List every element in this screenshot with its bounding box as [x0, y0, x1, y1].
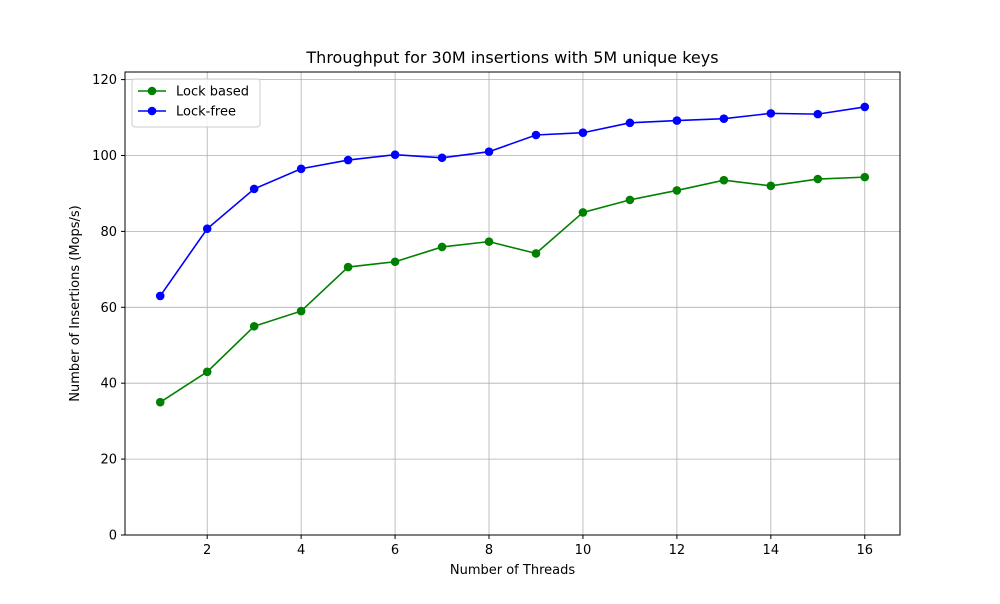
data-point — [202, 367, 212, 377]
y-tick-label: 20 — [100, 453, 117, 468]
y-tick-label: 80 — [100, 225, 117, 240]
series-lock-based — [155, 172, 870, 407]
legend-marker — [147, 86, 157, 96]
y-tick-label: 120 — [92, 73, 117, 88]
data-point — [766, 109, 776, 118]
data-point — [578, 128, 588, 138]
data-point — [860, 172, 870, 182]
data-point — [860, 102, 870, 112]
data-point — [390, 150, 400, 160]
y-tick-label: 0 — [109, 529, 117, 544]
legend-item: Lock based — [138, 85, 249, 100]
x-tick-label: 12 — [669, 543, 686, 558]
x-tick-label: 2 — [203, 543, 211, 558]
data-point — [390, 257, 400, 267]
data-point — [249, 321, 259, 331]
legend-label: Lock-free — [176, 105, 236, 120]
x-tick-label: 10 — [575, 543, 592, 558]
legend: Lock based Lock-free — [131, 78, 261, 128]
x-tick-label: 14 — [763, 543, 780, 558]
data-point — [155, 291, 165, 301]
legend-marker — [147, 106, 157, 116]
plot-frame — [124, 71, 901, 536]
x-axis-label: Number of Threads — [450, 563, 575, 578]
data-point — [155, 397, 165, 407]
x-tick-label: 8 — [485, 543, 493, 558]
legend-item: Lock-free — [138, 105, 236, 120]
data-point — [766, 181, 776, 191]
data-point — [296, 306, 306, 316]
data-point — [202, 224, 212, 234]
data-point — [531, 249, 541, 258]
legend-label: Lock based — [176, 85, 249, 100]
y-tick-label: 60 — [100, 301, 117, 316]
series-lock-free — [155, 102, 870, 301]
data-point — [484, 237, 494, 246]
data-point — [531, 130, 541, 140]
y-tick-label: 100 — [92, 149, 117, 164]
y-tick-label: 40 — [100, 377, 117, 392]
x-tick-label: 16 — [856, 543, 873, 558]
data-point — [343, 155, 353, 165]
data-point — [625, 118, 635, 128]
data-point — [484, 147, 494, 156]
series-layer — [155, 102, 870, 407]
chart-title: Throughput for 30M insertions with 5M un… — [305, 48, 718, 67]
series-line — [159, 106, 865, 297]
data-point — [249, 184, 259, 194]
data-point — [343, 262, 353, 272]
x-tick-label: 6 — [391, 543, 399, 558]
data-point — [813, 174, 823, 184]
data-point — [672, 186, 682, 195]
data-point — [437, 242, 447, 252]
data-point — [672, 116, 682, 125]
ticks: 2 4 6 8 10 12 14 16 0 20 40 60 80 100 120 — [92, 73, 873, 558]
data-point — [719, 114, 729, 123]
data-point — [813, 109, 823, 119]
series-line — [159, 176, 865, 403]
y-axis-label: Number of Insertions (Mops/s) — [68, 205, 83, 402]
data-point — [578, 208, 588, 217]
data-point — [296, 164, 306, 174]
data-point — [437, 153, 447, 163]
data-point — [625, 195, 635, 205]
data-point — [719, 175, 729, 185]
x-tick-label: 4 — [297, 543, 305, 558]
